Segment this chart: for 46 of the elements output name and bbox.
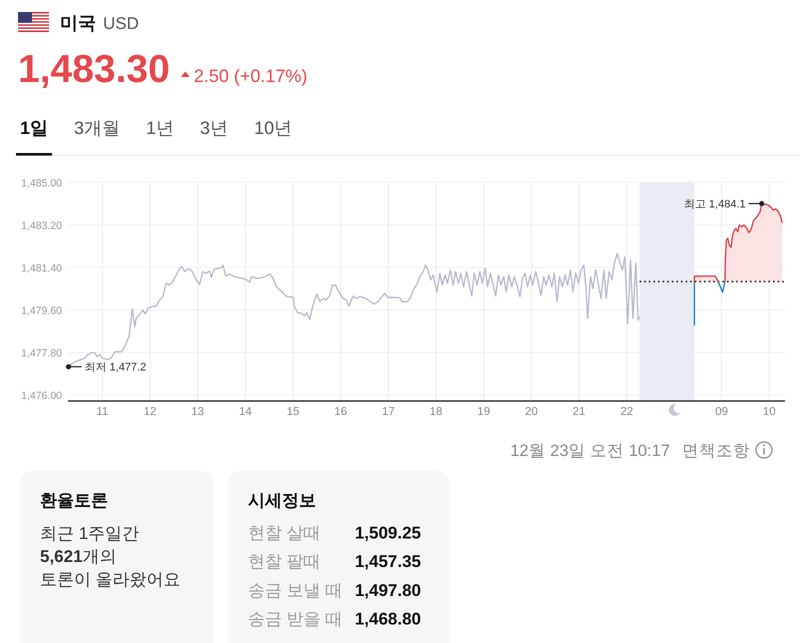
x-tick-label: 14 xyxy=(238,406,252,418)
category-label: 송금 받을 때 xyxy=(248,610,342,629)
y-tick-label: 1,477.80 xyxy=(21,348,62,360)
text: 1일 xyxy=(20,118,48,138)
chart-title: 미국 xyxy=(60,13,96,33)
category-label: 송금 보낼 때 xyxy=(248,580,342,600)
x-tick-label: 17 xyxy=(382,406,395,418)
text: 10년 xyxy=(254,118,292,138)
x-tick-label: 22 xyxy=(620,406,634,418)
x-tick-label: 19 xyxy=(477,406,490,418)
text: 최근 1주일간 xyxy=(40,524,140,543)
x-tick-label: 13 xyxy=(191,406,204,418)
y-tick-label: 1,485.00 xyxy=(21,177,62,190)
text: 1,468.80 xyxy=(354,610,421,629)
y-tick-label: 1,481.40 xyxy=(21,262,62,274)
x-tick-label: 15 xyxy=(286,406,300,418)
x-tick-label: 10 xyxy=(762,406,776,418)
text: 면책조항 xyxy=(682,442,750,460)
text: 1,457.35 xyxy=(354,552,421,572)
text: 1,483.30 xyxy=(18,48,170,91)
annotation: 최고 1,484.1 xyxy=(684,198,746,211)
text: 5,621개의 xyxy=(40,547,117,566)
text: 1,509.25 xyxy=(354,524,421,542)
x-tick-label: 12 xyxy=(144,406,156,418)
chart-subtitle: USD xyxy=(103,14,139,33)
annotation: 최저 1,477.2 xyxy=(84,362,146,374)
text: 1,497.80 xyxy=(354,580,421,600)
category-label: 현찰 살때 xyxy=(248,524,321,542)
text: 12월 23일 오전 10:17 xyxy=(510,442,670,460)
x-tick-label: 20 xyxy=(524,406,538,418)
x-tick-label: 16 xyxy=(334,406,348,418)
y-tick-label: 1,476.00 xyxy=(21,390,62,402)
y-tick-label: 1,479.60 xyxy=(21,304,62,317)
text: 3개월 xyxy=(74,118,120,138)
x-tick-label: 21 xyxy=(572,406,586,418)
text: 토론이 올라왔어요 xyxy=(40,570,181,589)
x-tick-label: 18 xyxy=(430,406,442,418)
x-tick-label: 09 xyxy=(715,406,728,418)
text: 1년 xyxy=(146,118,174,138)
text: 2.50 (+0.17%) xyxy=(194,66,308,86)
text: 환율토론 xyxy=(40,491,108,510)
text: 시세정보 xyxy=(248,491,316,510)
x-tick-label: 11 xyxy=(96,406,108,418)
text: 3년 xyxy=(200,118,228,138)
y-tick-label: 1,483.20 xyxy=(21,220,62,232)
category-label: 현찰 팔때 xyxy=(248,552,321,572)
